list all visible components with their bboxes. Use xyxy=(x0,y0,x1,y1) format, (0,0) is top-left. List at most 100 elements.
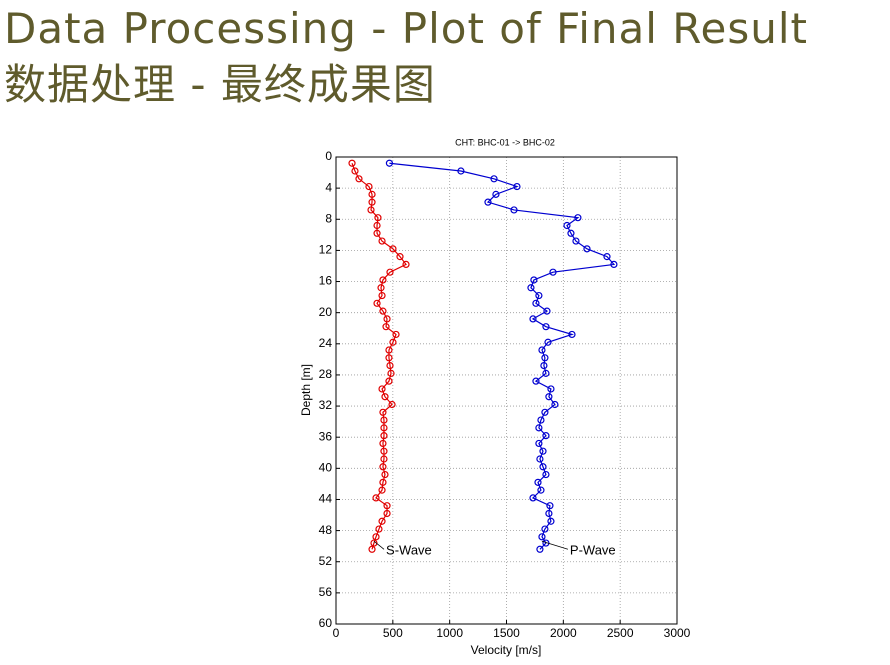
series-label: S-Wave xyxy=(386,543,432,558)
data-point xyxy=(568,330,576,339)
data-point xyxy=(378,517,386,525)
y-tick-label: 44 xyxy=(319,492,333,506)
x-tick-label: 0 xyxy=(333,626,340,640)
data-point xyxy=(532,299,540,307)
data-point xyxy=(387,369,395,377)
data-point xyxy=(536,455,544,463)
data-point xyxy=(536,545,544,553)
data-point xyxy=(385,346,393,354)
x-tick-label: 2000 xyxy=(550,626,577,640)
data-point xyxy=(373,229,381,237)
data-point xyxy=(484,198,492,206)
data-point xyxy=(368,198,376,206)
data-point xyxy=(379,478,387,486)
data-point xyxy=(392,330,400,339)
data-point xyxy=(380,424,388,432)
data-point xyxy=(541,354,549,362)
data-point xyxy=(527,284,535,292)
data-point xyxy=(457,167,465,175)
x-tick-label: 1500 xyxy=(493,626,520,640)
data-point xyxy=(382,323,390,331)
data-point xyxy=(383,315,391,323)
data-point xyxy=(492,190,500,198)
y-tick-label: 48 xyxy=(319,523,333,537)
data-point xyxy=(389,338,397,346)
data-point xyxy=(381,393,389,401)
data-point xyxy=(380,416,388,424)
data-point xyxy=(368,545,376,553)
data-point xyxy=(543,307,551,315)
data-point xyxy=(375,525,383,533)
data-point xyxy=(540,361,548,370)
data-point xyxy=(541,408,549,416)
data-point xyxy=(379,463,387,471)
y-tick-label: 28 xyxy=(319,367,333,381)
data-point xyxy=(380,447,388,455)
data-point xyxy=(542,369,550,377)
data-point xyxy=(603,253,611,261)
data-point xyxy=(388,400,396,409)
data-point xyxy=(372,533,380,541)
x-tick-label: 3000 xyxy=(664,626,691,640)
plot-frame xyxy=(335,156,678,625)
y-tick-label: 52 xyxy=(319,554,333,568)
y-tick-label: 32 xyxy=(319,398,333,412)
data-point xyxy=(610,260,618,269)
data-point xyxy=(535,439,543,448)
data-point xyxy=(383,502,391,510)
data-point xyxy=(367,206,375,214)
data-point xyxy=(379,439,387,448)
data-point xyxy=(385,377,393,385)
data-point xyxy=(542,432,550,440)
data-point xyxy=(374,214,382,222)
series-line xyxy=(389,162,616,550)
data-point xyxy=(544,338,552,346)
y-tick-label: 4 xyxy=(325,180,332,194)
data-point xyxy=(547,385,555,393)
data-point xyxy=(402,260,410,269)
data-point xyxy=(365,182,373,191)
chart-title: CHT: BHC-01 -> BHC-02 xyxy=(455,137,555,147)
data-point xyxy=(530,276,538,284)
data-point xyxy=(529,494,537,502)
data-point xyxy=(534,478,542,486)
data-point xyxy=(377,284,385,292)
data-point xyxy=(378,291,386,300)
data-point xyxy=(545,393,553,401)
data-point xyxy=(539,463,547,471)
data-point xyxy=(583,245,591,253)
data-point xyxy=(380,432,388,440)
x-tick-label: 1000 xyxy=(436,626,463,640)
data-point xyxy=(386,268,394,276)
series-label: P-Wave xyxy=(570,543,616,558)
data-point xyxy=(551,400,559,409)
data-point xyxy=(372,494,380,502)
data-point xyxy=(513,182,521,191)
data-point xyxy=(563,221,571,230)
data-point xyxy=(541,525,549,533)
x-tick-label: 2500 xyxy=(607,626,634,640)
data-point xyxy=(383,509,391,518)
data-point xyxy=(549,268,557,276)
legend-leader xyxy=(373,540,385,550)
data-point xyxy=(538,346,546,354)
y-tick-label: 24 xyxy=(319,336,333,350)
data-point xyxy=(373,221,381,230)
data-point xyxy=(490,175,498,183)
y-tick-label: 40 xyxy=(319,461,333,475)
y-tick-label: 0 xyxy=(325,149,332,163)
data-point xyxy=(378,237,386,245)
data-point xyxy=(538,533,546,541)
data-point xyxy=(379,408,387,416)
slide-subtitle: 数据处理 - 最终成果图 xyxy=(4,60,436,109)
data-point xyxy=(567,229,575,237)
data-point xyxy=(545,509,553,518)
data-point xyxy=(380,455,388,463)
data-point xyxy=(348,159,356,167)
data-point xyxy=(385,159,394,167)
x-tick-label: 500 xyxy=(383,626,403,640)
data-point xyxy=(574,214,582,222)
data-point xyxy=(351,167,359,175)
